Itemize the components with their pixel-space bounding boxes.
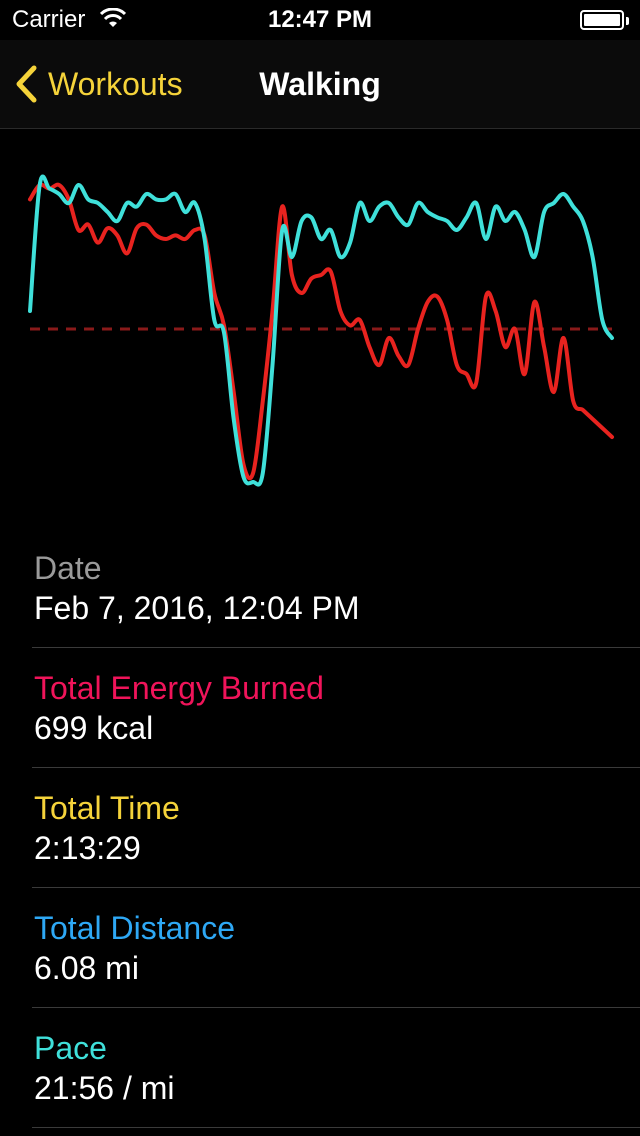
status-time: 12:47 PM <box>267 6 373 33</box>
navigation-bar: Workouts Walking <box>0 40 640 129</box>
detail-label: Total Time <box>34 790 180 826</box>
detail-value: 6.08 mi <box>34 950 139 986</box>
detail-label: Date <box>34 550 102 586</box>
page-title: Walking <box>259 66 381 102</box>
detail-value: 2:13:29 <box>34 830 141 866</box>
row-separator <box>32 887 640 888</box>
battery-icon <box>580 10 629 30</box>
status-bar: Carrier 12:47 PM <box>0 0 640 40</box>
row-separator <box>32 1007 640 1008</box>
back-button[interactable]: Workouts <box>14 62 183 106</box>
pace-series-line <box>28 174 614 487</box>
row-separator <box>32 647 640 648</box>
detail-row: Pace 21:56 / mi <box>0 1008 640 1128</box>
detail-label: Pace <box>34 1030 107 1066</box>
detail-value: 699 kcal <box>34 710 154 746</box>
detail-row: Total Energy Burned 699 kcal <box>0 648 640 768</box>
detail-label: Total Energy Burned <box>34 670 324 706</box>
detail-label: Total Distance <box>34 910 235 946</box>
detail-value: Feb 7, 2016, 12:04 PM <box>34 590 360 626</box>
detail-row: Total Time 2:13:29 <box>0 768 640 888</box>
energy-series-line <box>28 182 614 481</box>
carrier-label: Carrier <box>12 6 86 33</box>
chevron-left-icon <box>16 65 37 103</box>
row-separator <box>32 1127 640 1128</box>
row-separator <box>32 767 640 768</box>
details-list: Date Feb 7, 2016, 12:04 PM Total Energy Bu… <box>0 528 640 1128</box>
back-button-label: Workouts <box>48 65 183 102</box>
detail-row: Date Feb 7, 2016, 12:04 PM <box>0 528 640 648</box>
workout-chart <box>28 174 614 487</box>
detail-row: Total Distance 6.08 mi <box>0 888 640 1008</box>
detail-value: 21:56 / mi <box>34 1070 175 1106</box>
wifi-icon <box>99 7 127 33</box>
